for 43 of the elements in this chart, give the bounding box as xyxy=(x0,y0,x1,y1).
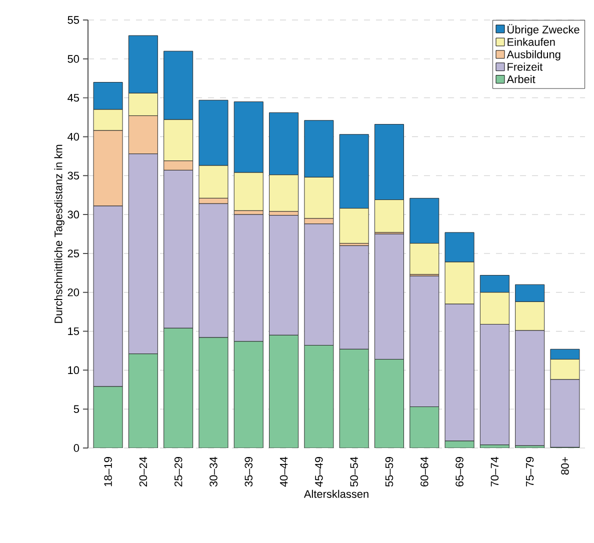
y-tick-label: 45 xyxy=(68,94,80,102)
y-tick-label: 35 xyxy=(68,172,80,180)
y-tick-label: 5 xyxy=(74,405,80,413)
x-tick-label: 50–54 xyxy=(350,456,358,487)
x-tick-label: 40–44 xyxy=(280,456,288,487)
bar xyxy=(269,335,298,448)
bar xyxy=(234,341,264,448)
bar xyxy=(198,337,228,448)
x-tick-label: 45–49 xyxy=(315,457,323,487)
bar xyxy=(340,349,369,448)
legend-label: Übrige Zwecke xyxy=(508,24,580,36)
x-tick-label: 30–34 xyxy=(210,456,218,487)
y-tick-label: 10 xyxy=(68,366,80,374)
y-tick-label: 50 xyxy=(68,55,80,63)
y-tick-label: 20 xyxy=(68,288,80,296)
y-axis-title: Durchschnittliche Tagesdistanz in km xyxy=(54,144,64,323)
x-tick-label: 35–39 xyxy=(244,457,253,487)
x-tick-label: 60–64 xyxy=(420,456,428,486)
bar xyxy=(374,359,404,448)
x-axis-title: Altersklassen xyxy=(304,490,368,498)
x-tick-label: 80+ xyxy=(561,457,569,475)
y-tick-label: 15 xyxy=(68,327,80,336)
legend-label: Freizeit xyxy=(508,62,543,71)
y-tick-label: 40 xyxy=(68,132,80,141)
bar xyxy=(304,345,334,448)
x-tick-label: 18–19 xyxy=(104,457,112,486)
x-tick-label: 70–74 xyxy=(490,456,499,486)
bar xyxy=(94,386,123,448)
legend-label: Arbeit xyxy=(506,75,536,84)
y-tick-label: 0 xyxy=(74,444,80,452)
x-tick-label: 20–24 xyxy=(139,456,148,486)
x-tick-label: 55–59 xyxy=(385,457,394,487)
x-tick-label: 75–79 xyxy=(526,457,534,486)
y-tick-label: 25 xyxy=(68,250,80,258)
legend-label: Einkaufen xyxy=(508,38,555,46)
x-tick-label: 65–69 xyxy=(456,457,464,486)
bar xyxy=(410,406,439,448)
legend-label: Ausbildung xyxy=(506,50,560,60)
x-tick-label: 25–29 xyxy=(174,457,182,486)
bar xyxy=(164,328,193,448)
bar xyxy=(128,354,158,448)
y-tick-label: 55 xyxy=(68,16,80,24)
y-tick-label: 30 xyxy=(68,210,80,218)
